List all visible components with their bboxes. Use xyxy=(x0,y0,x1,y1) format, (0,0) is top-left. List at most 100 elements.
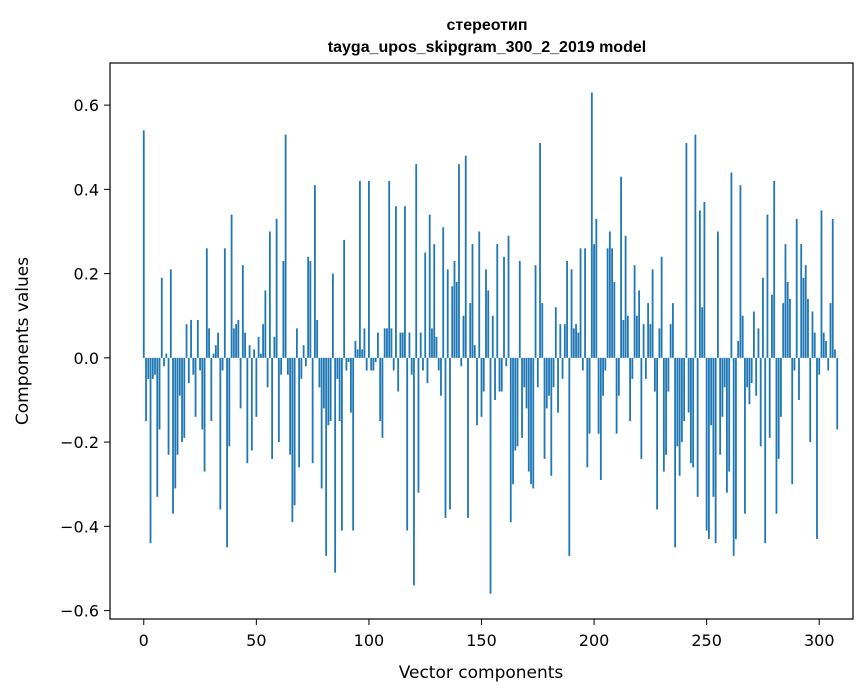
bar xyxy=(516,357,519,447)
bar xyxy=(451,286,454,358)
bar xyxy=(548,357,550,396)
bar xyxy=(802,277,805,358)
bar xyxy=(631,357,634,379)
bar xyxy=(825,341,827,358)
bar xyxy=(363,328,366,358)
bar xyxy=(309,260,312,358)
bar xyxy=(705,357,708,531)
bar xyxy=(426,357,429,384)
bar xyxy=(246,357,249,464)
bar xyxy=(354,341,357,358)
bar xyxy=(816,357,818,539)
bar xyxy=(383,328,386,358)
bar xyxy=(248,345,251,358)
bar xyxy=(662,357,665,472)
bar xyxy=(271,357,274,459)
bar xyxy=(221,357,224,371)
bar xyxy=(626,315,629,358)
bar xyxy=(142,130,145,358)
bar xyxy=(780,357,782,417)
bar xyxy=(739,185,742,358)
bar xyxy=(541,303,544,358)
bar xyxy=(536,357,539,388)
bar xyxy=(595,218,598,358)
bar xyxy=(608,231,611,358)
bar xyxy=(523,357,526,388)
bar xyxy=(149,357,152,544)
bar xyxy=(280,357,283,375)
bar xyxy=(813,332,816,358)
bar xyxy=(590,92,593,358)
bar xyxy=(158,357,161,430)
bar xyxy=(577,332,580,358)
bar xyxy=(721,357,724,417)
bar xyxy=(744,357,746,514)
bar xyxy=(334,357,337,573)
bar xyxy=(798,357,800,400)
y-axis-label: Components values xyxy=(13,257,33,425)
bar xyxy=(710,357,713,426)
bar xyxy=(214,345,217,358)
bar xyxy=(680,357,683,443)
bar xyxy=(530,357,532,485)
bar xyxy=(750,357,753,384)
bar xyxy=(782,303,785,358)
bar xyxy=(325,357,328,556)
bar xyxy=(834,349,836,358)
bar xyxy=(500,357,503,392)
bar xyxy=(284,134,287,358)
bar xyxy=(440,357,442,396)
bar xyxy=(822,332,825,358)
bar xyxy=(599,357,602,480)
bar xyxy=(674,357,677,548)
bar xyxy=(462,315,465,358)
bar xyxy=(208,328,210,358)
bar xyxy=(332,273,334,358)
bar xyxy=(226,357,228,548)
x-tick-label: 100 xyxy=(354,631,385,650)
bar xyxy=(370,357,373,371)
bar xyxy=(147,357,150,379)
y-tick-label: −0.4 xyxy=(60,517,99,536)
bar xyxy=(453,260,456,358)
bar xyxy=(525,357,528,409)
bar xyxy=(446,269,449,358)
bar xyxy=(644,357,647,379)
bar xyxy=(381,357,384,438)
bar xyxy=(746,357,749,388)
bar xyxy=(223,248,226,358)
bar xyxy=(579,248,582,358)
bar xyxy=(624,235,627,358)
bar xyxy=(683,357,686,422)
bar xyxy=(505,357,508,367)
bar xyxy=(557,357,559,413)
bar xyxy=(829,303,832,358)
bar xyxy=(291,357,294,523)
bar xyxy=(762,277,764,358)
bar xyxy=(293,357,296,506)
bar xyxy=(543,357,546,459)
bar xyxy=(286,357,289,375)
bar xyxy=(458,164,460,358)
bar xyxy=(185,324,188,358)
bar xyxy=(341,357,343,531)
bar xyxy=(570,269,573,358)
bar xyxy=(773,180,776,358)
chart-subtitle: tayga_upos_skipgram_300_2_2019 model xyxy=(328,39,646,56)
bar xyxy=(615,357,618,434)
bar xyxy=(435,336,438,358)
bar xyxy=(606,248,609,358)
bar xyxy=(717,231,719,358)
bar xyxy=(194,357,197,417)
bar xyxy=(433,244,436,358)
bar xyxy=(329,357,332,422)
bar xyxy=(304,357,307,367)
bar xyxy=(507,235,510,358)
bar xyxy=(174,357,177,489)
bars-group xyxy=(142,92,839,594)
bar xyxy=(728,357,731,472)
bar xyxy=(667,357,670,392)
bar xyxy=(572,328,575,358)
bar xyxy=(399,332,402,358)
